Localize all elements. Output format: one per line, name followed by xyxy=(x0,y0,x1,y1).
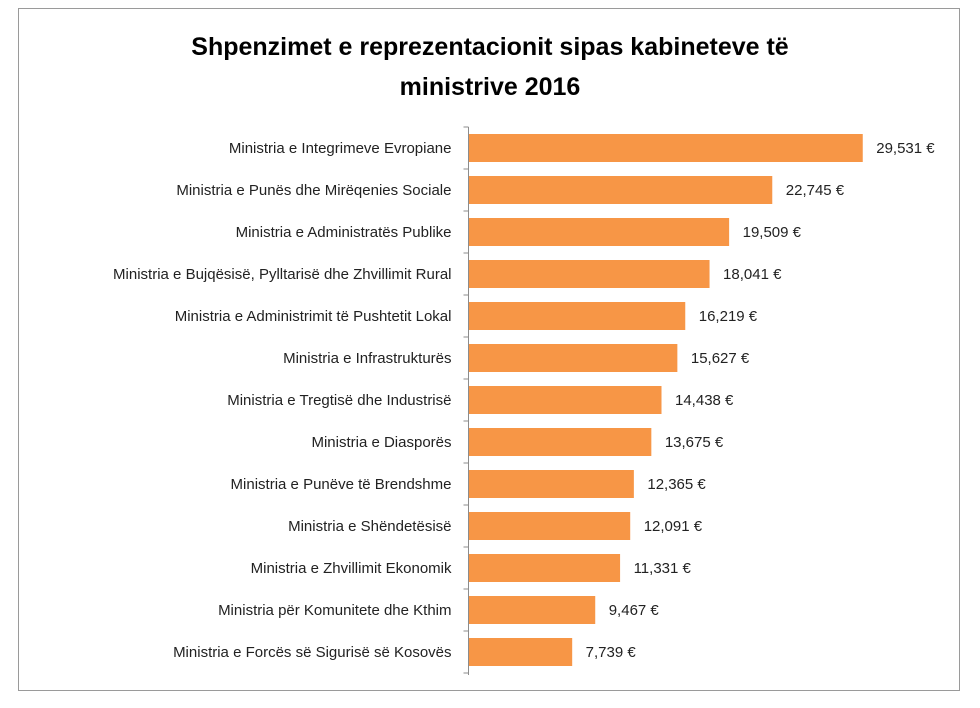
category-label: Ministria e Tregtisë dhe Industrisë xyxy=(227,392,451,409)
chart-title-line-1: Shpenzimet e reprezentacionit sipas kabi… xyxy=(191,33,789,61)
y-axis-ticks xyxy=(463,126,469,674)
bar xyxy=(469,470,634,498)
category-label: Ministria e Zhvillimit Ekonomik xyxy=(251,560,452,577)
value-label: 29,531 € xyxy=(876,140,935,157)
category-label: Ministria e Punës dhe Mirëqenies Sociale xyxy=(176,182,451,199)
value-labels: 29,531 € 22,745 € 19,509 € 18,041 € 16,219 €… xyxy=(586,140,936,661)
bar xyxy=(469,134,863,162)
category-label: Ministria e Punëve të Brendshme xyxy=(231,476,452,493)
value-label: 9,467 € xyxy=(609,602,660,619)
bars xyxy=(469,134,863,666)
value-label: 15,627 € xyxy=(691,350,750,367)
category-label: Ministria e Administratës Publike xyxy=(236,224,452,241)
chart-title-line-2: ministrive 2016 xyxy=(400,73,581,101)
category-label: Ministria e Forcës së Sigurisë së Kosovë… xyxy=(173,644,451,661)
bar xyxy=(469,554,621,582)
bar-chart: Shpenzimet e reprezentacionit sipas kabi… xyxy=(113,33,936,675)
bar xyxy=(469,428,652,456)
bar xyxy=(469,596,596,624)
bar xyxy=(469,218,730,246)
category-label: Ministria e Diasporës xyxy=(311,434,451,451)
chart-frame: Shpenzimet e reprezentacionit sipas kabi… xyxy=(18,8,960,691)
value-label: 13,675 € xyxy=(665,434,724,451)
value-label: 19,509 € xyxy=(743,224,802,241)
value-label: 12,365 € xyxy=(647,476,706,493)
value-label: 18,041 € xyxy=(723,266,782,283)
value-label: 7,739 € xyxy=(586,644,637,661)
bar xyxy=(469,638,573,666)
bar xyxy=(469,386,662,414)
bar xyxy=(469,302,686,330)
bar xyxy=(469,344,678,372)
category-label: Ministria e Administrimit të Pushtetit L… xyxy=(175,308,452,325)
category-labels: Ministria e Integrimeve Evropiane Ministr… xyxy=(113,140,452,661)
category-label: Ministria e Bujqësisë, Pylltarisë dhe Zh… xyxy=(113,266,451,283)
value-label: 11,331 € xyxy=(634,560,692,577)
category-label: Ministria për Komunitete dhe Kthim xyxy=(218,602,451,619)
value-label: 12,091 € xyxy=(644,518,703,535)
value-label: 14,438 € xyxy=(675,392,734,409)
bar xyxy=(469,176,773,204)
bar xyxy=(469,260,710,288)
category-label: Ministria e Shëndetësisë xyxy=(288,518,451,535)
value-label: 22,745 € xyxy=(786,182,845,199)
value-label: 16,219 € xyxy=(699,308,758,325)
category-label: Ministria e Infrastrukturës xyxy=(283,350,451,367)
category-label: Ministria e Integrimeve Evropiane xyxy=(229,140,452,157)
bar xyxy=(469,512,631,540)
